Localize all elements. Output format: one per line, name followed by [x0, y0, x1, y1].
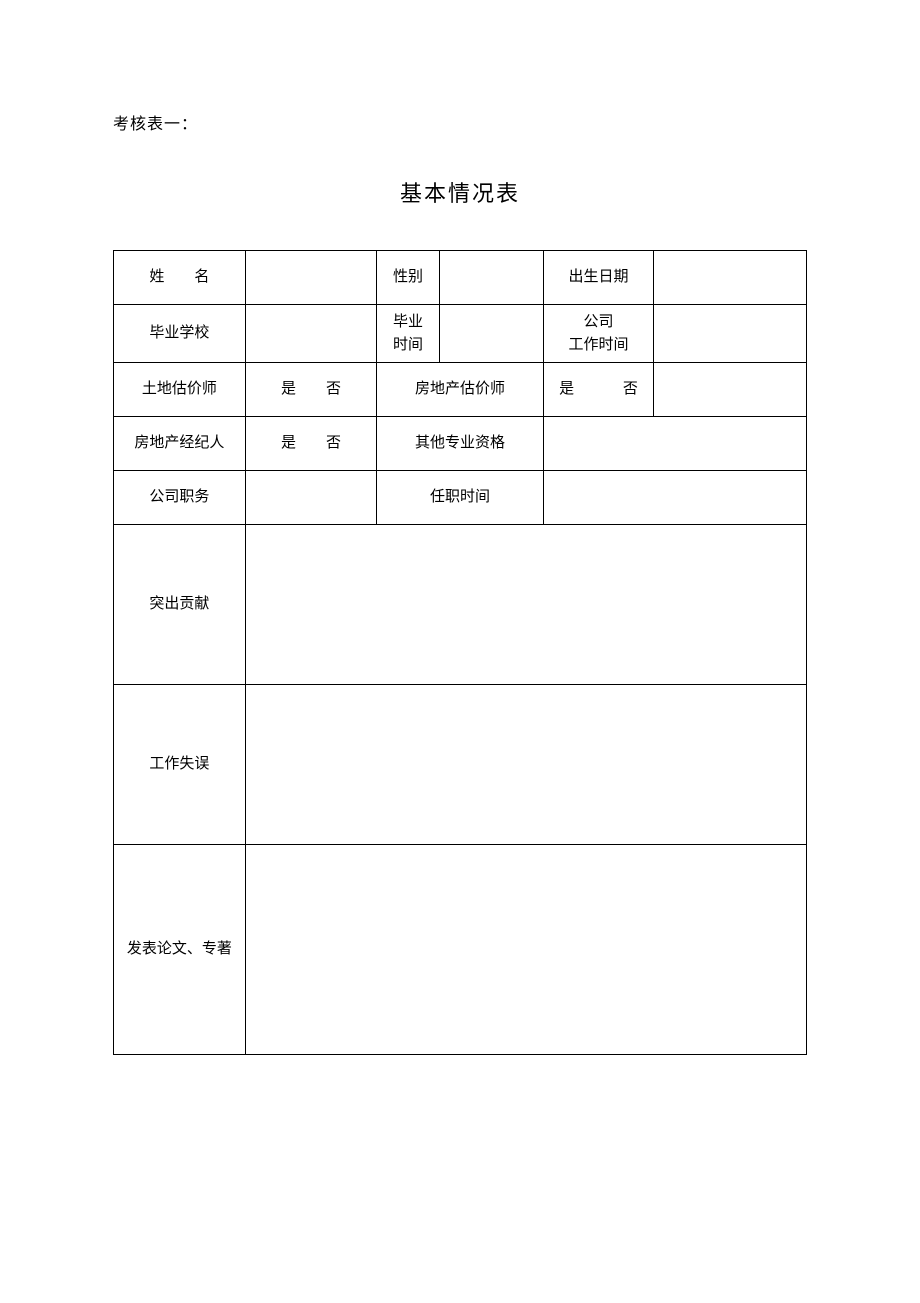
label-contribution: 突出贡献 — [114, 525, 246, 685]
value-real-estate-appraiser-extra — [654, 363, 807, 417]
label-gender: 性别 — [377, 251, 439, 305]
table-row: 姓 名 性别 出生日期 — [114, 251, 807, 305]
form-title: 基本情况表 — [113, 176, 807, 208]
value-school — [245, 305, 377, 363]
label-real-estate-agent: 房地产经纪人 — [114, 417, 246, 471]
label-grad-time-l2: 时间 — [393, 337, 423, 353]
label-grad-time: 毕业 时间 — [377, 305, 439, 363]
value-real-estate-agent-yn: 是 否 — [245, 417, 377, 471]
value-company-work-time — [654, 305, 807, 363]
label-grad-time-l1: 毕业 — [393, 314, 423, 330]
label-company-position: 公司职务 — [114, 471, 246, 525]
table-row: 发表论文、专著 — [114, 845, 807, 1055]
table-row: 毕业学校 毕业 时间 公司 工作时间 — [114, 305, 807, 363]
document-page: 考核表一： 基本情况表 姓 名 性别 出生日期 毕业学校 毕业 时间 — [0, 0, 920, 1055]
value-birth-date — [654, 251, 807, 305]
table-row: 房地产经纪人 是 否 其他专业资格 — [114, 417, 807, 471]
label-land-appraiser: 土地估价师 — [114, 363, 246, 417]
label-company-l2: 工作时间 — [569, 337, 629, 353]
value-gender — [439, 251, 543, 305]
table-row: 土地估价师 是 否 房地产估价师 是 否 — [114, 363, 807, 417]
label-birth-date: 出生日期 — [543, 251, 654, 305]
label-real-estate-appraiser: 房地产估价师 — [377, 363, 543, 417]
value-land-appraiser-yn: 是 否 — [245, 363, 377, 417]
header-label: 考核表一： — [113, 110, 807, 134]
label-mistakes: 工作失误 — [114, 685, 246, 845]
basic-info-table: 姓 名 性别 出生日期 毕业学校 毕业 时间 公司 工作时间 土地估价师 是 否 — [113, 250, 807, 1055]
label-company-l1: 公司 — [584, 314, 614, 330]
value-tenure-time — [543, 471, 806, 525]
value-real-estate-appraiser-yn: 是 否 — [543, 363, 654, 417]
value-publications — [245, 845, 806, 1055]
table-row: 工作失误 — [114, 685, 807, 845]
label-tenure-time: 任职时间 — [377, 471, 543, 525]
label-name: 姓 名 — [114, 251, 246, 305]
label-publications: 发表论文、专著 — [114, 845, 246, 1055]
table-row: 突出贡献 — [114, 525, 807, 685]
value-mistakes — [245, 685, 806, 845]
table-row: 公司职务 任职时间 — [114, 471, 807, 525]
label-other-qualification: 其他专业资格 — [377, 417, 543, 471]
label-company-work-time: 公司 工作时间 — [543, 305, 654, 363]
value-contribution — [245, 525, 806, 685]
value-company-position — [245, 471, 377, 525]
label-school: 毕业学校 — [114, 305, 246, 363]
value-other-qualification — [543, 417, 806, 471]
value-name — [245, 251, 377, 305]
value-grad-time — [439, 305, 543, 363]
